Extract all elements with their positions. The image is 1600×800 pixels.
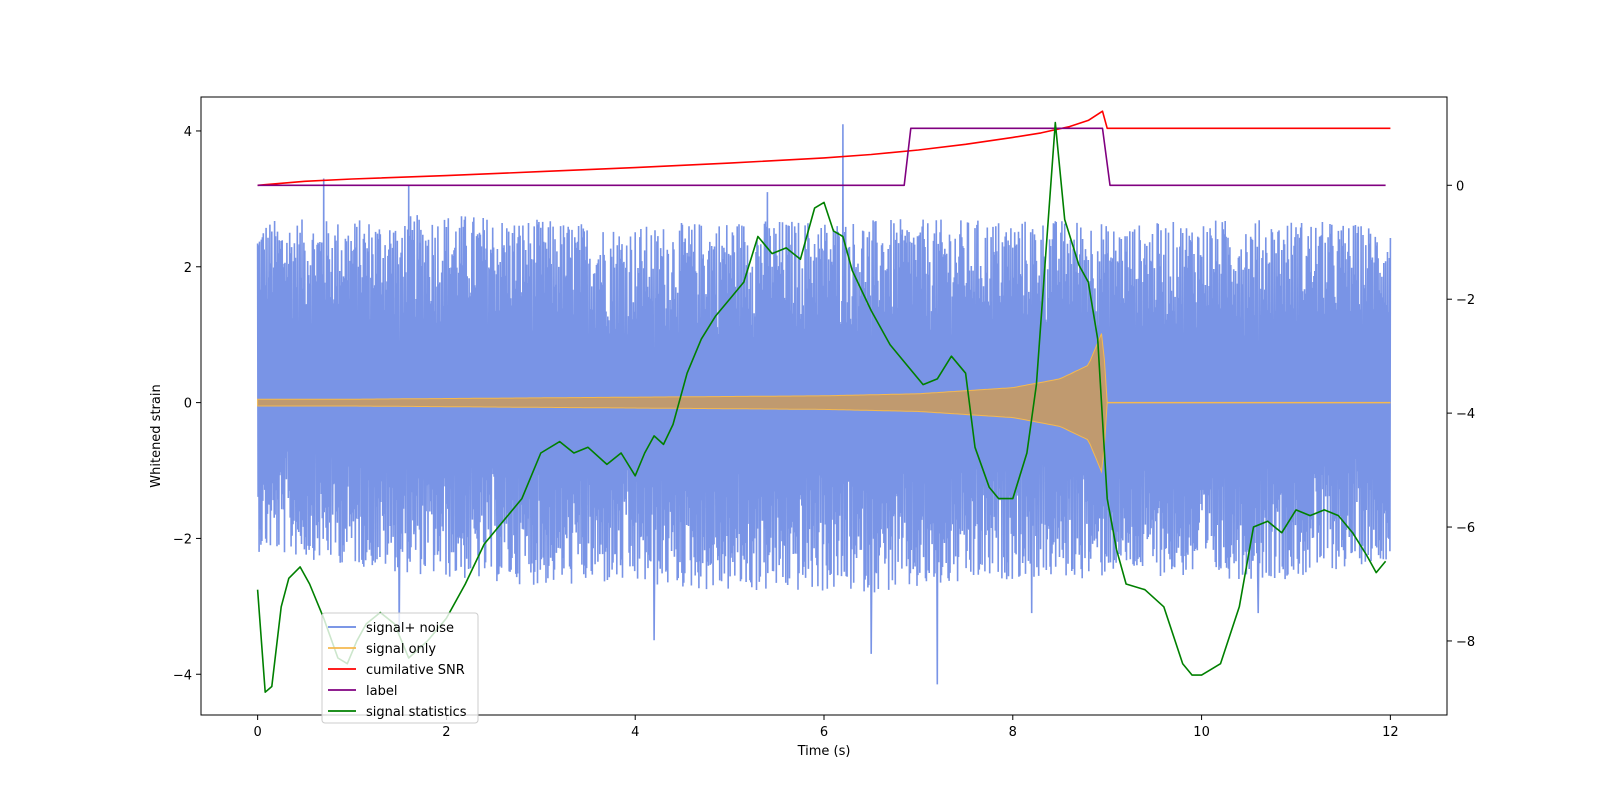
- x-tick-label: 6: [820, 725, 828, 740]
- legend-label: label: [366, 684, 397, 699]
- series-cumulative-snr-line: [257, 110, 1391, 187]
- x-tick-label: 10: [1193, 725, 1210, 740]
- y2-tick-label: −4: [1456, 407, 1475, 422]
- series-label-line: [257, 127, 1386, 187]
- y-axis-left: −4 −2 0 2 4: [173, 125, 201, 683]
- legend-label: cumilative SNR: [366, 663, 465, 678]
- y-tick-label: −4: [173, 668, 192, 683]
- series-signal-noise-line: [256, 124, 1392, 685]
- y2-tick-label: −8: [1456, 635, 1475, 650]
- y-tick-label: 2: [184, 261, 192, 276]
- x-tick-label: 12: [1382, 725, 1399, 740]
- legend-label: signal only: [366, 642, 436, 657]
- x-tick-label: 4: [631, 725, 639, 740]
- y-tick-label: −2: [173, 532, 192, 547]
- legend-label: signal+ noise: [366, 621, 454, 636]
- x-tick-label: 2: [442, 725, 450, 740]
- y-axis-right: −8 −6 −4 −2 0: [1447, 179, 1475, 650]
- y2-tick-label: 0: [1456, 179, 1464, 194]
- y2-tick-label: −2: [1456, 293, 1475, 308]
- x-axis-title: Time (s): [797, 744, 851, 759]
- y-axis-title: Whitened strain: [149, 384, 164, 487]
- y2-tick-label: −6: [1456, 521, 1475, 536]
- y-tick-label: 0: [184, 397, 192, 412]
- x-tick-label: 0: [253, 725, 261, 740]
- legend-label: signal statistics: [366, 705, 467, 720]
- y-tick-label: 4: [184, 125, 192, 140]
- legend-box: [321, 612, 479, 724]
- x-tick-label: 8: [1009, 725, 1017, 740]
- legend: signal+ noise signal only cumilative SNR la…: [321, 612, 479, 724]
